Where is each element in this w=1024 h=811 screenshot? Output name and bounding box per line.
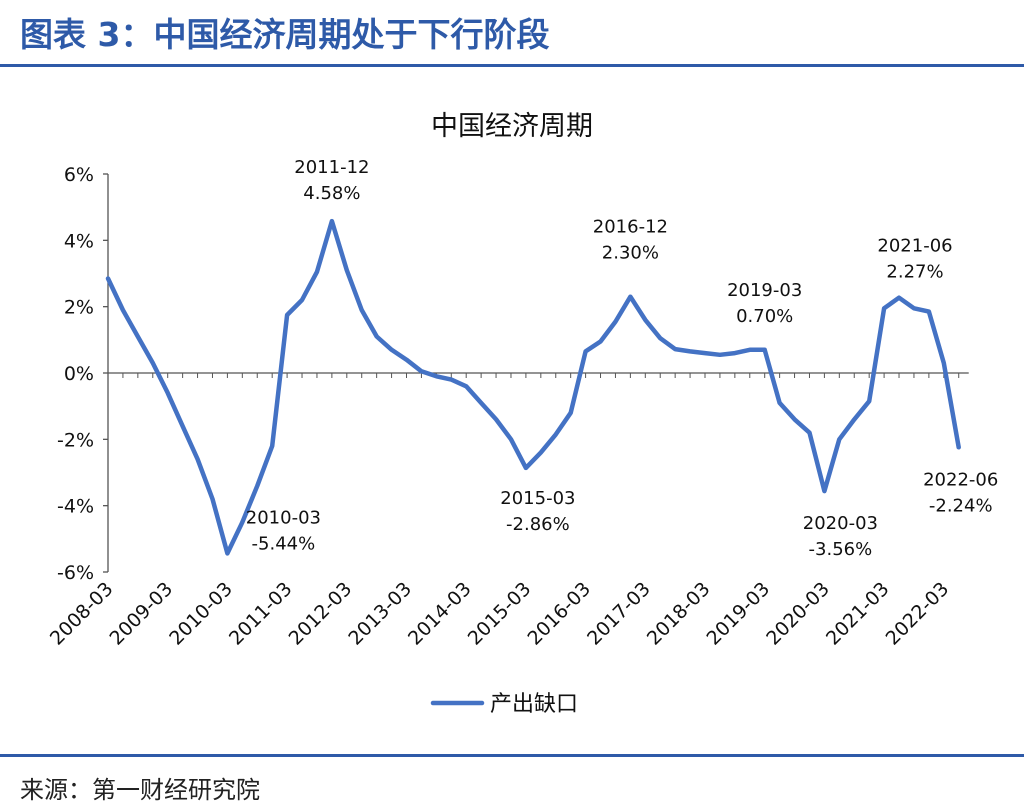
annotation-value-label: 4.58%	[303, 183, 360, 204]
header-rule	[0, 64, 1024, 67]
x-tick-label: 2008-03	[46, 578, 118, 650]
annotation-date-label: 2011-12	[294, 157, 369, 178]
annotation-date-label: 2019-03	[727, 280, 802, 301]
x-tick-label: 2020-03	[762, 578, 834, 650]
annotation-date-label: 2010-03	[246, 507, 321, 528]
x-tick-label: 2009-03	[106, 578, 178, 650]
x-tick-label: 2019-03	[703, 578, 775, 650]
source-note: 来源：第一财经研究院	[20, 776, 260, 804]
x-tick-label: 2011-03	[225, 578, 297, 650]
annotation-value-label: -2.24%	[929, 495, 993, 516]
x-tick-label: 2018-03	[643, 578, 715, 650]
legend-label: 产出缺口	[490, 692, 578, 717]
series-line-output-gap	[105, 218, 961, 556]
annotation-date-label: 2015-03	[500, 488, 575, 509]
y-tick-label: -2%	[57, 429, 94, 451]
x-tick-label: 2010-03	[165, 578, 237, 650]
annotation-value-label: -2.86%	[506, 514, 570, 535]
x-tick-label: 2012-03	[285, 578, 357, 650]
footer-rule	[0, 754, 1024, 757]
annotation-date-label: 2022-06	[923, 469, 998, 490]
annotation-value-label: 2.30%	[602, 243, 659, 264]
y-tick-label: 6%	[64, 164, 94, 186]
y-tick-label: 4%	[64, 230, 94, 252]
x-tick-label: 2015-03	[464, 578, 536, 650]
annotation-value-label: -3.56%	[809, 539, 873, 560]
y-tick-label: 0%	[64, 363, 94, 385]
annotation-date-label: 2016-12	[593, 217, 668, 238]
y-tick-label: 2%	[64, 297, 94, 319]
x-tick-label: 2014-03	[404, 578, 476, 650]
annotation-value-label: -5.44%	[252, 533, 316, 554]
annotation-value-label: 2.27%	[886, 262, 943, 283]
x-tick-label: 2022-03	[882, 578, 954, 650]
x-tick-label: 2017-03	[583, 578, 655, 650]
chart-title: 中国经济周期	[431, 111, 593, 142]
annotation-date-label: 2020-03	[803, 513, 878, 534]
annotation-date-label: 2021-06	[877, 236, 952, 257]
y-tick-label: -4%	[57, 496, 94, 518]
x-tick-label: 2016-03	[523, 578, 595, 650]
y-tick-label: -6%	[57, 562, 94, 584]
figure-title: 图表 3：中国经济周期处于下行阶段	[20, 15, 550, 54]
x-tick-label: 2013-03	[344, 578, 416, 650]
annotation-value-label: 0.70%	[736, 306, 793, 327]
x-tick-label: 2021-03	[822, 578, 894, 650]
